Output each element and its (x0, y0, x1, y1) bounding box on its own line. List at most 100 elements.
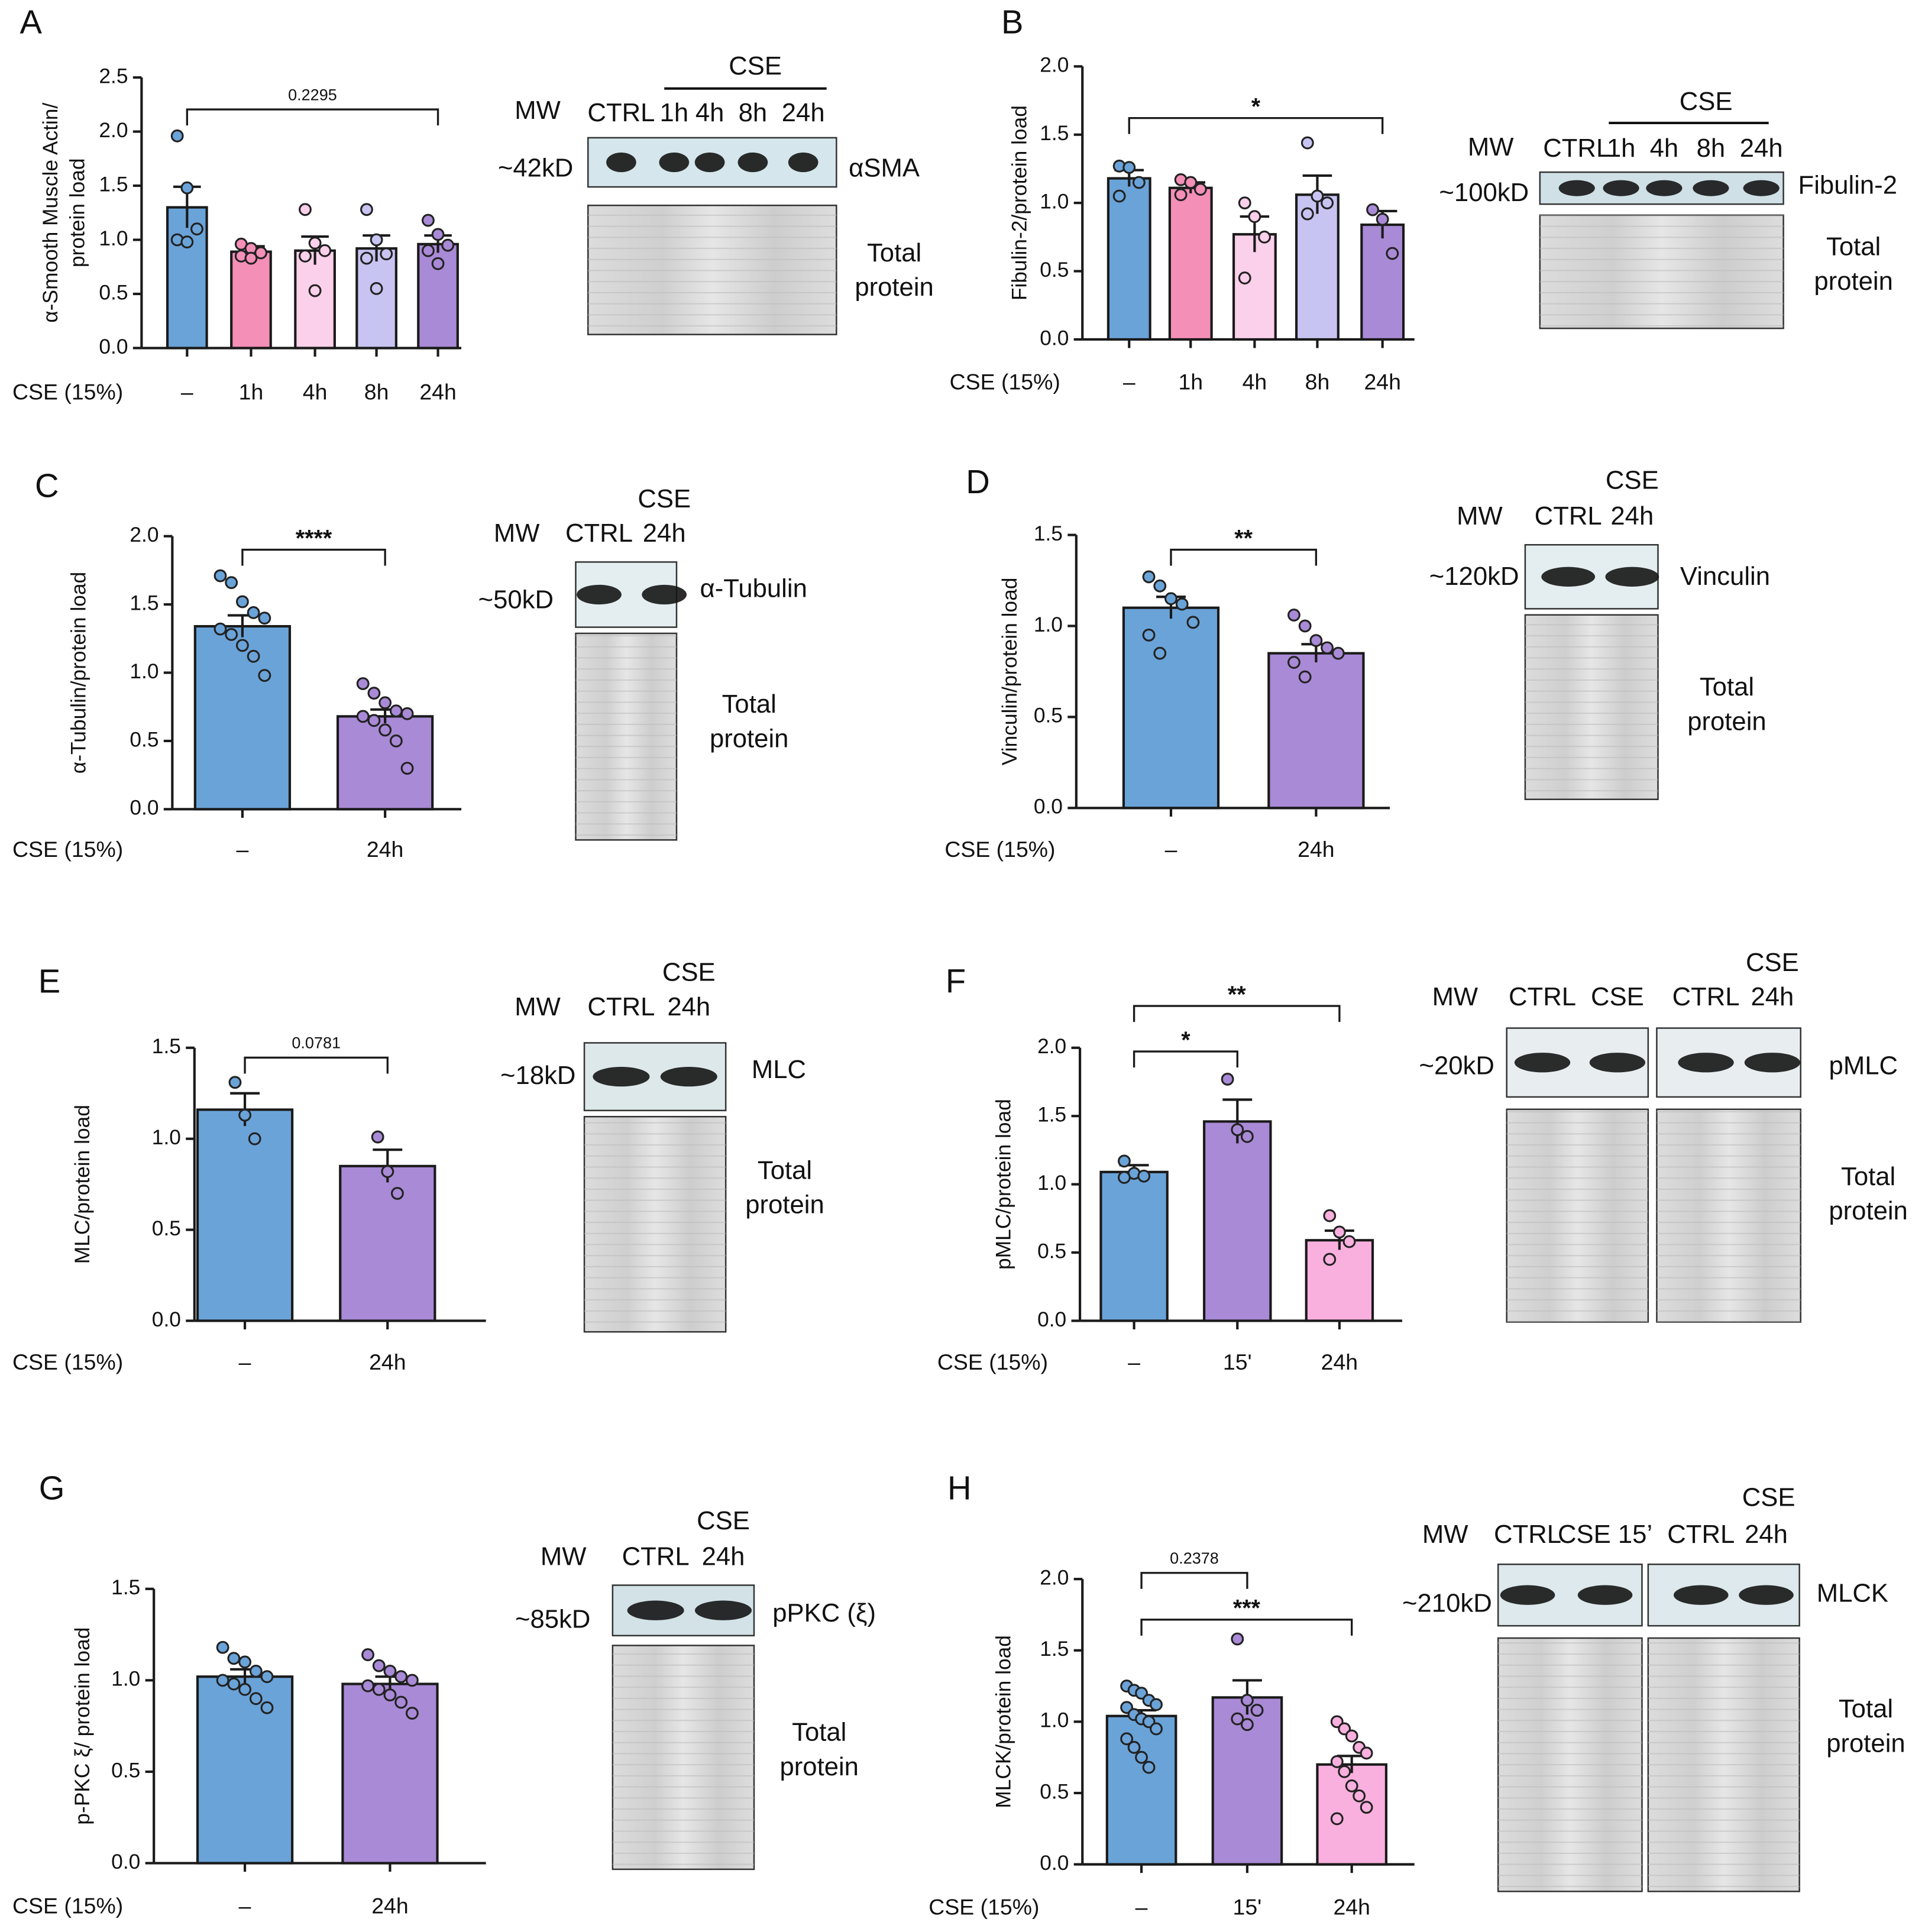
data-point (1150, 1722, 1163, 1736)
data-point (216, 1674, 229, 1687)
data-point (1330, 1812, 1344, 1826)
y-tick-label: 1.5 (1040, 1637, 1069, 1661)
blot-lane-label: 24h (1740, 134, 1783, 163)
significance-bracket (1128, 116, 1384, 134)
y-tick-label: 0.5 (1037, 1240, 1066, 1263)
data-point (1323, 1209, 1337, 1222)
blot-band (1500, 1585, 1555, 1605)
data-point (247, 649, 260, 663)
data-point (1231, 1632, 1244, 1646)
y-tick-label: 1.5 (99, 173, 128, 196)
y-axis-label: protein load (66, 158, 89, 267)
data-point (394, 1695, 408, 1709)
total-protein-stripes (1525, 614, 1658, 800)
x-tick-label: 24h (1321, 1350, 1358, 1374)
blot-band (1739, 1585, 1794, 1605)
data-point (1175, 597, 1189, 611)
blot-lane-label: CTRL (1535, 501, 1602, 530)
data-point (299, 203, 312, 216)
significance-bracket (1170, 548, 1318, 566)
blot-mw: MW (1422, 1520, 1468, 1549)
y-axis-label: MLCK/protein load (992, 1635, 1015, 1808)
x-tick-label: 24h (1333, 1894, 1370, 1919)
total-protein-stripes (612, 1645, 755, 1869)
y-tick-label: 1.5 (1037, 1103, 1066, 1127)
data-point (391, 1187, 404, 1200)
y-axis-label: α-Tubulin/protein load (67, 572, 90, 774)
data-point (1287, 609, 1300, 622)
x-tick-label: 4h (1243, 370, 1267, 394)
y-tick-label: 0.0 (130, 797, 158, 820)
data-point (1376, 212, 1389, 226)
y-axis-label: MLC/protein load (71, 1105, 94, 1264)
blot-lane-label: CTRL (1509, 982, 1576, 1011)
data-point (1366, 203, 1379, 216)
y-axis-label: Vinculin/protein load (998, 578, 1021, 766)
bar (1203, 1120, 1272, 1322)
data-point (1238, 271, 1251, 285)
blot-band (606, 152, 636, 173)
data-point (1153, 646, 1167, 660)
data-point (1287, 656, 1300, 669)
significance-bracket (1133, 1050, 1238, 1068)
y-tick-label: 0.5 (111, 1759, 140, 1782)
data-point (1360, 1801, 1373, 1814)
y-tick-label: 2.5 (99, 64, 128, 88)
total-protein-stripes (1498, 1637, 1642, 1892)
blot-lane-label: CTRL (1667, 1520, 1735, 1549)
total-protein-label: Total (722, 690, 777, 719)
blot-protein: α-Tubulin (700, 574, 807, 603)
data-point (1142, 628, 1156, 642)
total-protein-label: protein (779, 1752, 858, 1781)
y-tick-label: 0.0 (1037, 1308, 1066, 1331)
data-point (1309, 634, 1323, 648)
data-point (1332, 1225, 1346, 1239)
blot-band (1603, 180, 1639, 196)
blot-mw: MW (541, 1542, 587, 1571)
panel-letter: B (1001, 3, 1023, 40)
data-point (1241, 1694, 1254, 1707)
blot-band (659, 152, 690, 173)
data-point (227, 1677, 241, 1691)
y-tick-label: 2.0 (1040, 54, 1069, 77)
blot-weight: ~210kD (1402, 1588, 1492, 1617)
bar (196, 1675, 294, 1865)
total-protein-stripes (588, 205, 837, 335)
x-axis-label: CSE (15%) (12, 1893, 123, 1918)
panel-letter: G (39, 1469, 65, 1506)
blot-band (1605, 567, 1659, 587)
data-point (180, 235, 194, 249)
data-point (431, 257, 445, 270)
blot-protein: pMLC (1829, 1051, 1898, 1080)
blot-band (627, 1600, 684, 1620)
data-point (213, 569, 227, 582)
data-point (422, 244, 435, 257)
data-point (1122, 161, 1136, 174)
data-point (361, 1648, 374, 1662)
blot-header: CSE (697, 1506, 750, 1535)
x-tick-label: – (239, 1893, 251, 1918)
data-point (1331, 646, 1345, 660)
y-tick-label: 1.0 (111, 1668, 140, 1691)
y-tick-label: 2.0 (1040, 1567, 1069, 1590)
total-protein-label: protein (1826, 1729, 1905, 1758)
bar (294, 249, 336, 349)
data-point (318, 244, 332, 257)
x-axis-label: CSE (15%) (950, 370, 1060, 394)
x-axis-label: CSE (15%) (12, 379, 123, 404)
data-point (1193, 183, 1207, 196)
x-tick-label: 4h (303, 379, 328, 404)
data-point (1248, 210, 1261, 224)
data-point (249, 1692, 263, 1706)
panel-letter: E (38, 962, 60, 999)
data-point (431, 228, 445, 241)
blot-header: CSE (1746, 948, 1799, 977)
bar (1305, 1239, 1374, 1322)
total-protein-label: protein (1814, 267, 1892, 296)
x-axis-label: CSE (15%) (12, 1350, 123, 1374)
blot-lane-label: 24h (1610, 501, 1654, 530)
bar (339, 1164, 436, 1322)
y-tick-label: 1.5 (152, 1035, 181, 1058)
total-protein-stripes (1657, 1109, 1801, 1322)
total-protein-label: protein (710, 724, 788, 753)
